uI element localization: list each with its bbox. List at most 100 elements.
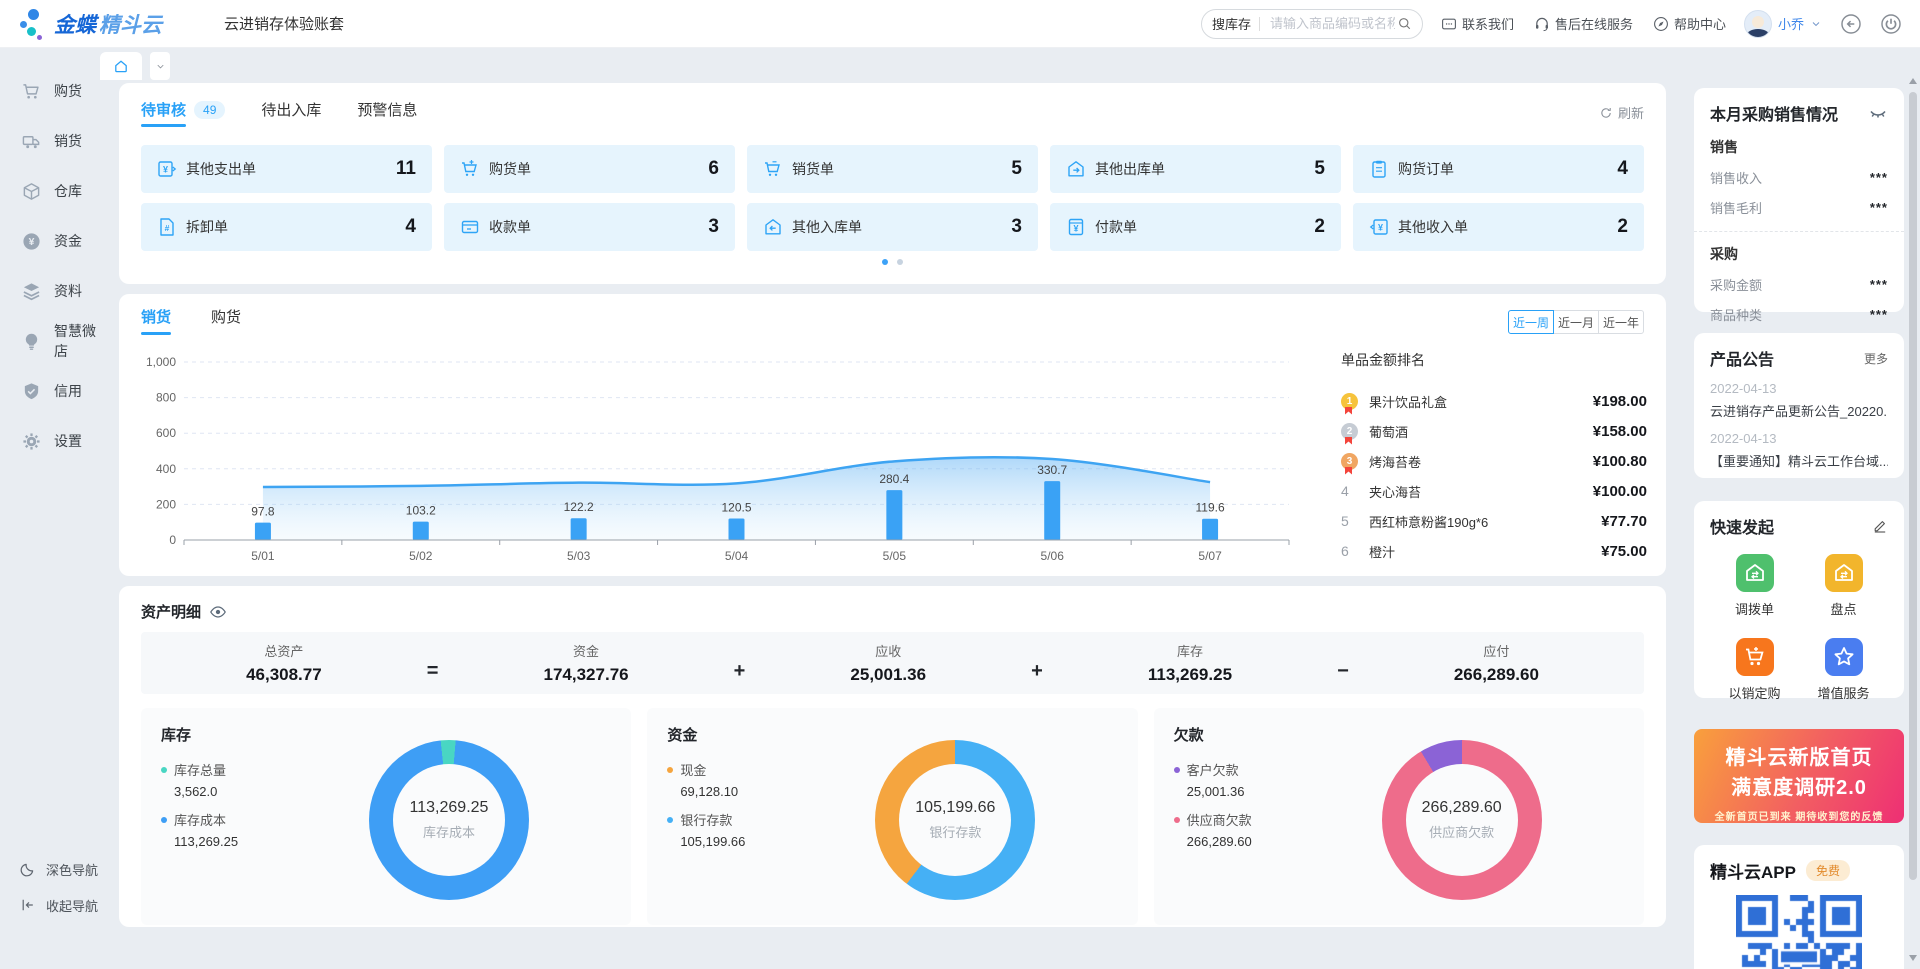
logout-button[interactable] <box>1880 13 1902 35</box>
pending-tab-待审核[interactable]: 待审核49 <box>141 97 225 129</box>
sidebar-footer-collapse[interactable]: 收起导航 <box>0 887 98 923</box>
brand-logo[interactable]: 金蝶 精斗云 <box>18 7 162 41</box>
search-icon[interactable] <box>1397 16 1412 31</box>
sidebar-item-truck[interactable]: 销货 <box>0 116 98 166</box>
search-box[interactable]: 搜库存 <box>1201 9 1423 39</box>
rank-number: 4 <box>1341 483 1369 499</box>
pending-card-其他出库单[interactable]: 其他出库单5 <box>1050 145 1341 193</box>
sales-tab-购货[interactable]: 购货 <box>211 306 241 335</box>
range-button-近一年[interactable]: 近一年 <box>1598 310 1644 334</box>
sidebar-footer-moon[interactable]: 深色导航 <box>0 851 98 887</box>
range-button-近一月[interactable]: 近一月 <box>1553 310 1599 334</box>
compass-icon <box>1653 16 1669 32</box>
card-label: 拆卸单 <box>186 217 228 237</box>
announcement-item[interactable]: 2022-04-13云进销存产品更新公告_20220... <box>1710 381 1888 420</box>
month-stats-panel: 本月采购销售情况 销售销售收入***销售毛利***采购采购金额***商品种类**… <box>1694 88 1904 312</box>
sales-tab-销货[interactable]: 销货 <box>141 306 171 335</box>
survey-banner[interactable]: 精斗云新版首页 满意度调研2.0 全新首页已到来 期待收到您的反馈 <box>1694 729 1904 823</box>
svg-text:5/06: 5/06 <box>1041 549 1065 563</box>
card-label: 其他支出单 <box>186 159 256 179</box>
quick-action-增值服务[interactable]: 增值服务 <box>1799 638 1888 702</box>
home-tab[interactable] <box>100 52 142 80</box>
pending-card-收款单[interactable]: 收款单3 <box>444 203 735 251</box>
tab-dropdown-button[interactable] <box>150 52 170 80</box>
equation-label: 应付 <box>1454 641 1539 660</box>
legend-item: 银行存款105,199.66 <box>667 810 745 849</box>
sidebar-item-gear[interactable]: 设置 <box>0 416 98 466</box>
sidebar-item-shield[interactable]: 信用 <box>0 366 98 416</box>
card-count: 4 <box>1617 158 1628 180</box>
header-link-label: 联系我们 <box>1462 14 1514 33</box>
header-link-message[interactable]: 联系我们 <box>1441 14 1514 33</box>
ranking-panel: 单品金额排名 1果汁饮品礼盒¥198.002葡萄酒¥158.003烤海苔卷¥10… <box>1341 350 1647 566</box>
svg-text:119.6: 119.6 <box>1196 501 1225 515</box>
eye-closed-icon[interactable] <box>1868 103 1888 123</box>
legend-item: 库存总量3,562.0 <box>161 760 238 799</box>
announcement-item[interactable]: 2022-04-13 【重要通知】精斗云工作台域... <box>1710 431 1888 470</box>
page-scrollbar[interactable] <box>1906 48 1920 969</box>
pending-card-付款单[interactable]: ¥付款单2 <box>1050 203 1341 251</box>
stats-row-销售毛利: 销售毛利*** <box>1710 198 1888 217</box>
equation-value: 174,327.76 <box>544 665 629 685</box>
scroll-down-arrow[interactable] <box>1909 955 1917 961</box>
carousel-dot[interactable] <box>882 259 888 265</box>
search-scope-label[interactable]: 搜库存 <box>1212 14 1251 33</box>
back-button[interactable] <box>1840 13 1862 35</box>
pending-card-购货订单[interactable]: 购货订单4 <box>1353 145 1644 193</box>
account-title: 云进销存体验账套 <box>224 13 344 34</box>
kingdee-logo-icon <box>18 7 46 41</box>
quick-action-以销定购[interactable]: 以销定购 <box>1710 638 1799 702</box>
refresh-button[interactable]: 刷新 <box>1599 103 1644 122</box>
banner-line2: 满意度调研2.0 <box>1694 771 1904 800</box>
edit-pencil-icon[interactable] <box>1872 518 1888 534</box>
stats-label: 销售收入 <box>1710 168 1762 187</box>
ranking-row: 6橙汁¥75.00 <box>1341 536 1647 566</box>
cart-icon <box>22 82 41 101</box>
product-amount: ¥77.70 <box>1601 513 1647 530</box>
svg-text:600: 600 <box>156 426 176 440</box>
pending-card-其他支出单[interactable]: ¥其他支出单11 <box>141 145 432 193</box>
sidebar-item-box[interactable]: 仓库 <box>0 166 98 216</box>
stats-label: 商品种类 <box>1710 305 1762 324</box>
sidebar-item-cart[interactable]: 购货 <box>0 66 98 116</box>
quick-action-盘点[interactable]: 盘点 <box>1799 554 1888 618</box>
assets-subpanels: 库存库存总量3,562.0库存成本113,269.25113,269.25库存成… <box>141 708 1644 925</box>
carousel-dot[interactable] <box>897 259 903 265</box>
scroll-up-arrow[interactable] <box>1909 78 1917 84</box>
equation-value: 113,269.25 <box>1148 665 1232 685</box>
pending-tab-待出入库[interactable]: 待出入库 <box>261 97 321 129</box>
user-menu[interactable]: 小乔 <box>1744 10 1822 38</box>
sidebar-item-bulb[interactable]: 智慧微店 <box>0 316 98 366</box>
header-link-label: 售后在线服务 <box>1555 14 1633 33</box>
header-link-compass[interactable]: 帮助中心 <box>1653 14 1726 33</box>
pending-card-其他入库单[interactable]: 其他入库单3 <box>747 203 1038 251</box>
pending-card-销货单[interactable]: 销货单5 <box>747 145 1038 193</box>
quick-action-label: 增值服务 <box>1799 683 1888 702</box>
range-button-近一周[interactable]: 近一周 <box>1508 310 1554 334</box>
more-link[interactable]: 更多 <box>1864 350 1888 367</box>
svg-text:400: 400 <box>156 462 176 476</box>
svg-text:¥: ¥ <box>163 164 168 174</box>
yuan-icon: ¥ <box>22 232 41 251</box>
equation-label: 总资产 <box>246 641 322 660</box>
product-name: 果汁饮品礼盒 <box>1369 392 1447 411</box>
scrollbar-thumb[interactable] <box>1909 92 1917 880</box>
quick-action-调拨单[interactable]: 调拨单 <box>1710 554 1799 618</box>
eye-icon[interactable] <box>209 603 227 621</box>
ranking-row: 4夹心海苔¥100.00 <box>1341 476 1647 506</box>
pending-card-拆卸单[interactable]: #拆卸单4 <box>141 203 432 251</box>
announcement-date: 2022-04-13 <box>1710 381 1888 396</box>
card-count: 4 <box>405 216 416 238</box>
sidebar-item-yuan[interactable]: ¥资金 <box>0 216 98 266</box>
search-input[interactable] <box>1268 15 1397 32</box>
svg-text:1,000: 1,000 <box>146 355 176 369</box>
announcement-text: 【重要通知】精斗云工作台域... <box>1710 451 1888 470</box>
pending-card-其他收入单[interactable]: ¥其他收入单2 <box>1353 203 1644 251</box>
pending-card-购货单[interactable]: 购货单6 <box>444 145 735 193</box>
header-link-headset[interactable]: 售后在线服务 <box>1534 14 1633 33</box>
announcement-date: 2022-04-13 <box>1710 431 1888 446</box>
sidebar-item-layers[interactable]: 资料 <box>0 266 98 316</box>
svg-text:800: 800 <box>156 391 176 405</box>
pending-tab-预警信息[interactable]: 预警信息 <box>357 97 417 129</box>
legend-value: 3,562.0 <box>174 784 238 799</box>
